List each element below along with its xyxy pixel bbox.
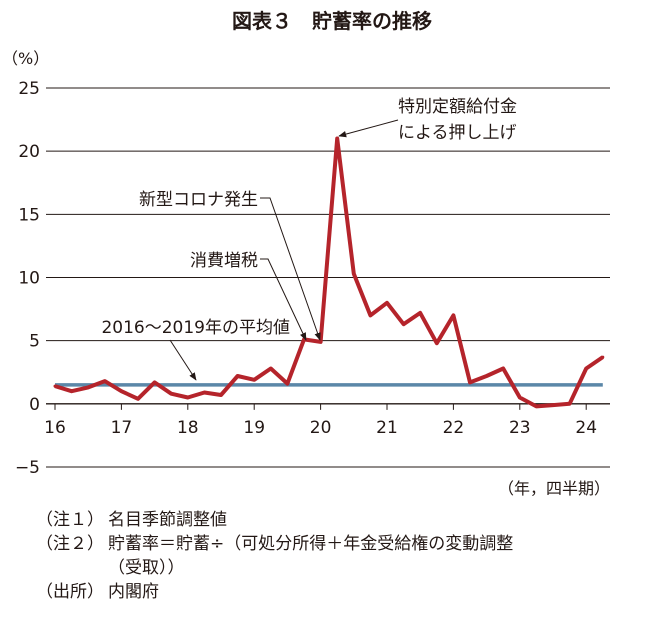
x-axis-unit: （年，四半期） [498,479,610,498]
annotation-arrow [338,119,399,138]
data-point [153,380,157,384]
y-tick-label: 5 [29,332,40,352]
y-tick-label: 0 [29,395,40,415]
note-text: 内閣府 [108,582,159,602]
data-point [319,340,323,344]
annotation-arrow [260,258,307,341]
y-tick-label: 25 [18,79,40,99]
note-1: （注１） 名目季節調整値 [36,508,656,532]
note-2: （注２） 貯蓄率＝貯蓄÷（可処分所得＋年金受給権の変動調整 [36,532,656,556]
note-text: 名目季節調整値 [108,510,227,530]
data-point [352,272,356,276]
y-axis-unit: （%） [2,49,49,68]
note-text: 貯蓄率＝貯蓄÷（可処分所得＋年金受給権の変動調整 [108,534,514,554]
x-tick-label: 16 [44,418,66,438]
data-point [252,378,256,382]
x-tick-label: 18 [177,418,199,438]
x-tick-label: 24 [575,418,597,438]
grid-lines [46,87,610,468]
data-point [169,392,173,396]
data-point [186,396,190,400]
data-point [601,355,605,359]
data-point [202,390,206,394]
x-axis-ticks: 16 17 18 19 20 21 22 23 24 [44,403,597,438]
data-point [368,313,372,317]
data-point [584,366,588,370]
data-point [236,374,240,378]
annotation-arrow [169,339,197,381]
annotation-covid: 新型コロナ発生 [139,190,258,210]
data-point [435,341,439,345]
data-point [385,301,389,305]
note-label: （注２） [36,534,104,554]
savings-rate-chart: 図表３ 貯蓄率の推移 （%） −5 0 5 10 15 20 25 16 17 18 19 20 21… [2,9,610,498]
data-point [103,379,107,383]
x-tick-label: 22 [443,418,465,438]
data-point [285,382,289,386]
data-point [219,393,223,397]
note-label: （注１） [36,510,104,530]
series-layer [53,136,605,409]
data-point [269,366,273,370]
y-axis-ticks: −5 0 5 10 15 20 25 [15,79,40,478]
data-point [451,313,455,317]
x-tick-label: 17 [111,418,133,438]
data-point [335,137,339,141]
data-point [53,384,57,388]
note-label: （出所） [36,582,104,602]
notes: （注１） 名目季節調整値 （注２） 貯蓄率＝貯蓄÷（可処分所得＋年金受給権の変動… [36,508,656,604]
data-point [136,397,140,401]
savings-rate-line [54,136,604,409]
annotation-average: 2016～2019年の平均値 [101,318,290,338]
data-point [518,396,522,400]
annotation-tax-hike: 消費増税 [190,251,258,271]
data-point [70,389,74,393]
data-point [119,389,123,393]
data-point [468,380,472,384]
y-tick-label: 10 [18,269,40,289]
note-source: （出所） 内閣府 [36,580,656,604]
data-point [534,404,538,408]
data-point [501,366,505,370]
data-point [402,322,406,326]
x-tick-label: 21 [376,418,398,438]
data-point [568,402,572,406]
data-point [551,403,555,407]
y-tick-label: −5 [15,458,40,478]
x-tick-label: 20 [310,418,332,438]
data-point [485,374,489,378]
x-tick-label: 23 [509,418,531,438]
y-tick-label: 20 [18,142,40,162]
annotation-stimulus: 特別定額給付金による押し上げ [398,97,517,143]
data-point [86,385,90,389]
annotation-arrow [260,197,321,341]
note-2-continuation: （受取）） [108,558,185,578]
x-tick-label: 19 [243,418,265,438]
y-tick-label: 15 [18,205,40,225]
data-point [418,311,422,315]
chart-title: 図表３ 貯蓄率の推移 [232,9,432,33]
